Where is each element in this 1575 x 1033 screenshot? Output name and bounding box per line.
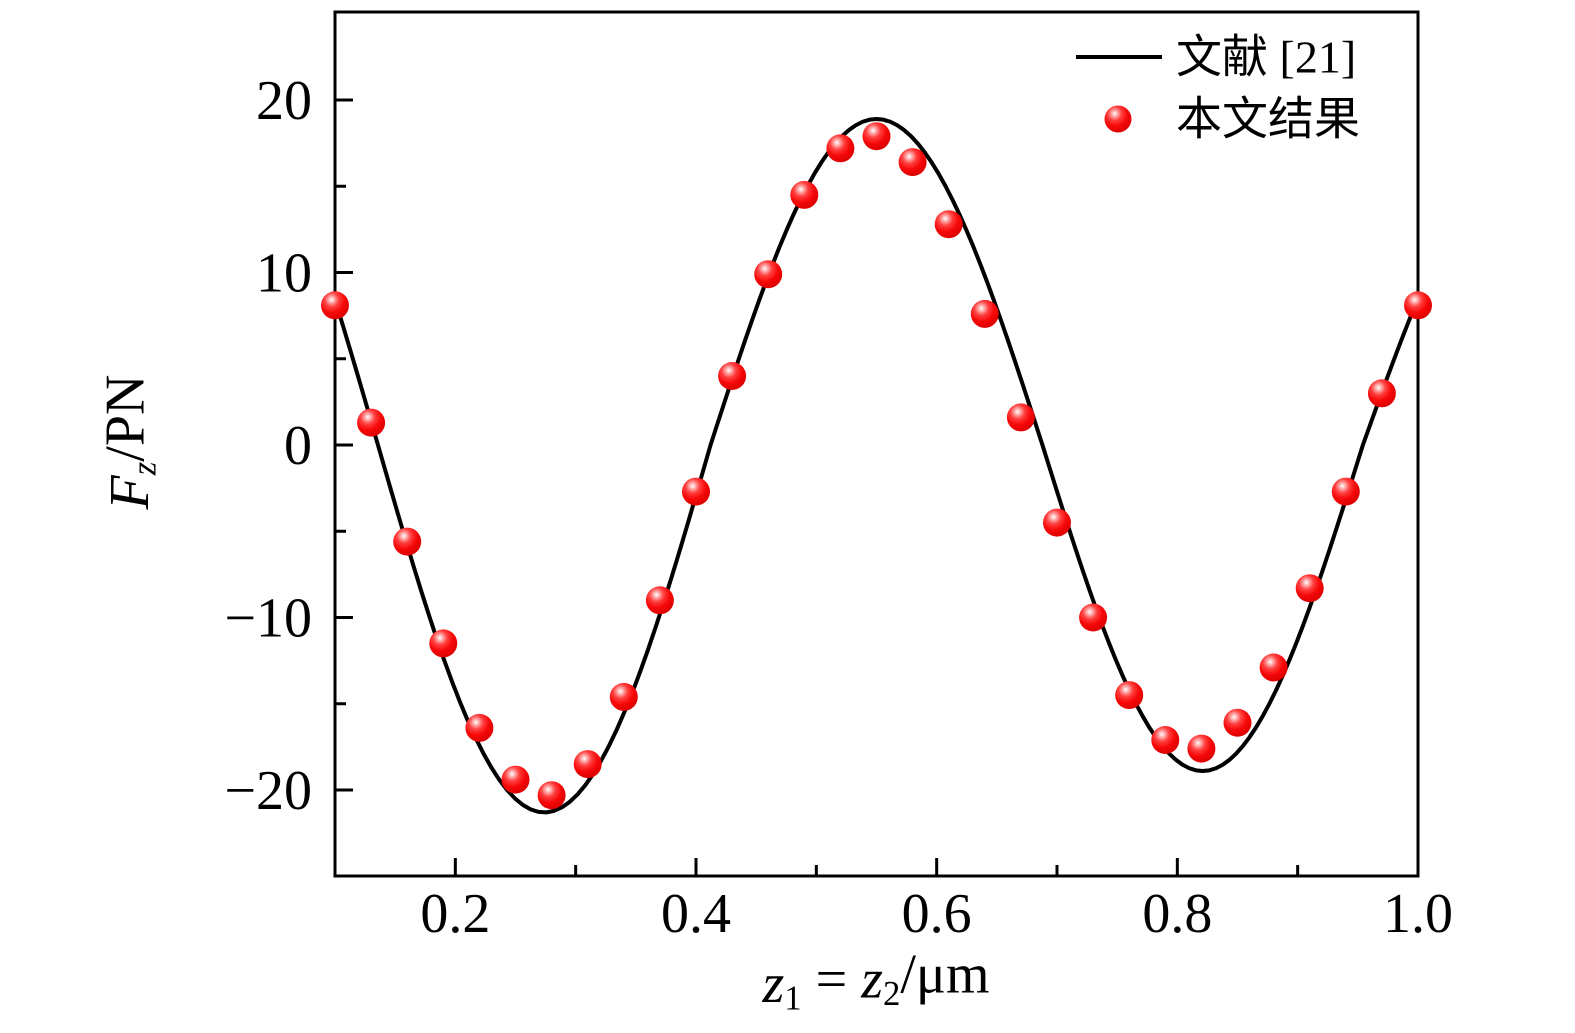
data-point (754, 260, 783, 289)
data-point (826, 134, 855, 163)
data-point (1079, 603, 1108, 632)
data-point (357, 408, 386, 437)
data-point (609, 682, 638, 711)
legend-label-reference: 文献 [21] (1176, 32, 1356, 83)
axis-label-part: z (860, 948, 883, 1010)
data-point (1006, 403, 1035, 432)
axis-label-part: z (125, 461, 164, 476)
data-point (465, 713, 494, 742)
data-point (1115, 681, 1144, 710)
data-point (429, 629, 458, 658)
x-tick-label: 0.4 (661, 883, 731, 945)
data-point (718, 362, 747, 390)
data-point (501, 765, 530, 794)
x-tick-label: 0.6 (902, 883, 972, 945)
y-axis-label: Fz/PN (94, 375, 163, 511)
axis-ticks (335, 98, 1420, 876)
axis-label-part: F (99, 474, 161, 510)
data-point (1187, 734, 1216, 763)
y-tick-label: −10 (224, 588, 312, 650)
axis-label-part: 2 (883, 974, 900, 1013)
data-point (898, 148, 927, 177)
x-axis-label: z1 = z2/μm (761, 944, 989, 1018)
data-point (537, 781, 566, 810)
axis-label-part: /PN (94, 375, 156, 462)
data-point (1367, 379, 1396, 408)
y-tick-label: −20 (224, 760, 312, 822)
data-point (1043, 508, 1071, 537)
data-point (1295, 574, 1324, 603)
legend: 文献 [21] 本文结果 (1076, 32, 1360, 145)
axis-label-part: /μm (900, 944, 989, 1006)
axis-label-part: = (802, 948, 862, 1010)
data-point (573, 750, 602, 779)
axis-labels: z1 = z2/μm Fz/PN (94, 375, 989, 1018)
data-point (1223, 708, 1252, 737)
tick-labels: 0.2 0.4 0.6 0.8 1.0 20 10 0 −10 −20 (224, 70, 1453, 945)
data-point (1259, 653, 1288, 682)
data-point (645, 586, 674, 615)
data-point (1331, 477, 1360, 506)
axis-label-part: z (761, 953, 784, 1015)
data-point (321, 291, 349, 320)
axis-label-part: 1 (784, 979, 801, 1018)
reference-curve-group (333, 116, 1420, 815)
data-point (790, 180, 819, 209)
data-points-group (321, 122, 1432, 810)
legend-sphere-sample (1104, 105, 1132, 133)
y-tick-label: 0 (284, 415, 312, 477)
x-tick-label: 1.0 (1383, 883, 1453, 945)
data-point (682, 477, 710, 506)
legend-label-results: 本文结果 (1176, 94, 1360, 145)
x-tick-label: 0.8 (1142, 883, 1212, 945)
data-point (934, 210, 963, 239)
data-point (1151, 726, 1180, 754)
data-point (970, 299, 999, 328)
x-tick-label: 0.2 (420, 883, 490, 945)
y-tick-label: 10 (256, 243, 312, 305)
data-point (393, 527, 422, 556)
reference-curve-line (333, 116, 1420, 815)
data-point (862, 122, 891, 151)
data-point (1404, 291, 1432, 320)
y-tick-label: 20 (256, 70, 312, 132)
